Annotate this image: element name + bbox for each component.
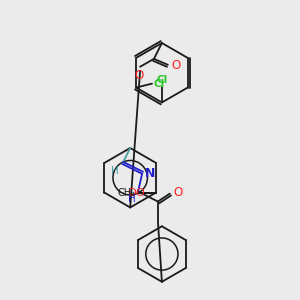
Text: O: O [172, 59, 181, 72]
Text: N: N [145, 167, 155, 180]
Text: H: H [128, 194, 136, 204]
Text: Cl: Cl [156, 75, 167, 85]
Text: H: H [111, 166, 119, 176]
Text: O: O [134, 69, 144, 82]
Text: O: O [136, 188, 144, 198]
Text: O: O [128, 188, 136, 198]
Text: CH₃: CH₃ [117, 188, 135, 198]
Text: methoxy: methoxy [119, 192, 125, 193]
Text: Cl: Cl [154, 79, 165, 88]
Text: O: O [174, 186, 183, 199]
